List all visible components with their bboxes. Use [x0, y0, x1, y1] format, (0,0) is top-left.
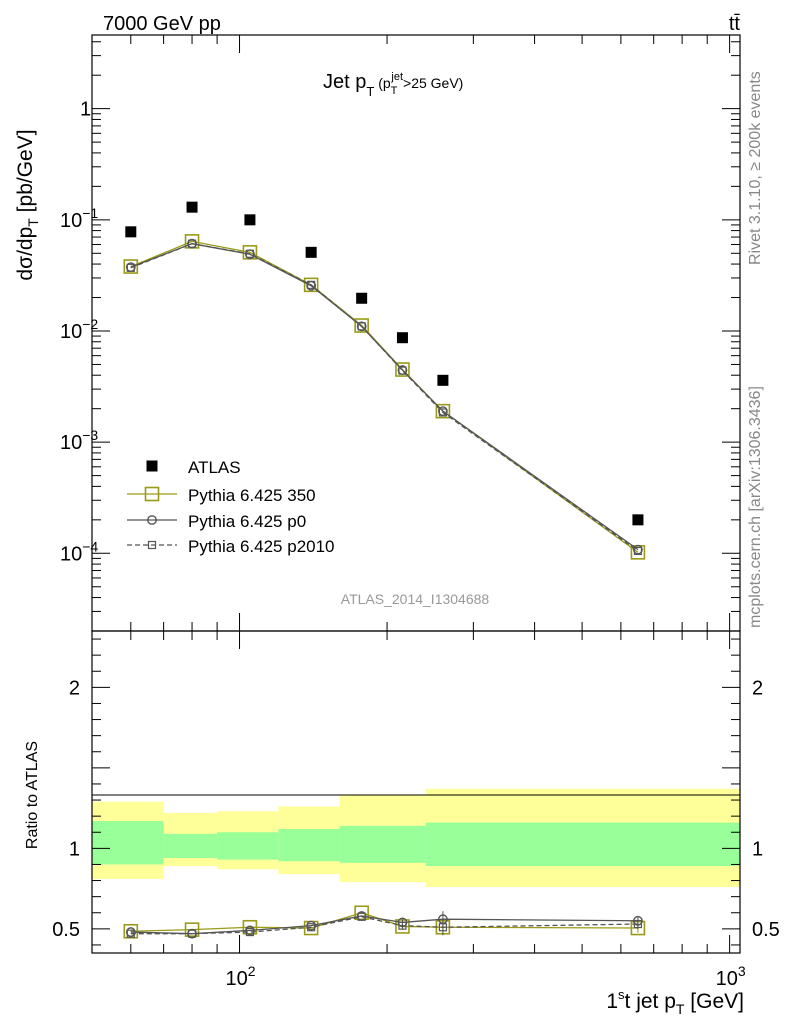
uncertainty-band-inner — [163, 833, 218, 859]
y-tick-label: 10−1 — [60, 205, 98, 232]
data-point — [437, 374, 449, 386]
ratio-series-pythia-6-425-p2010 — [126, 912, 643, 938]
x-tick-label: 103 — [716, 963, 746, 990]
process-label: tt̄ — [729, 13, 741, 35]
data-point — [307, 280, 316, 289]
legend-label: ATLAS — [188, 458, 241, 477]
ratio-line — [130, 912, 638, 932]
ratio-panel: 0.5 0.5 1 1 2 2 Ratio to ATLAS 102 103 1st jet… — [24, 630, 780, 1017]
ratio-point — [633, 919, 643, 929]
x-axis-label: 1st jet pT [GeV] — [606, 987, 744, 1017]
data-point — [186, 201, 198, 213]
series-line — [130, 243, 639, 552]
analysis-watermark: ATLAS_2014_I1304688 — [341, 591, 490, 607]
series-pythia-6-425-350 — [123, 234, 646, 560]
data-point — [357, 322, 366, 331]
ratio-point — [184, 922, 200, 937]
data-point — [305, 246, 317, 258]
data-point — [354, 318, 369, 333]
y-tick-label: 10−3 — [60, 427, 98, 454]
data-point — [633, 546, 643, 556]
legend-item: Pythia 6.425 350 — [127, 486, 316, 505]
data-point — [395, 362, 410, 377]
legend-label: Pythia 6.425 350 — [188, 486, 316, 505]
ratio-line — [130, 915, 638, 935]
ratio-y-axis-label: Ratio to ATLAS — [24, 741, 41, 849]
data-point — [398, 366, 407, 375]
y-tick-label: 2 — [752, 677, 763, 699]
y-tick-label: 0.5 — [52, 919, 80, 941]
legend-label: Pythia 6.425 p2010 — [188, 537, 335, 556]
data-point — [632, 514, 644, 526]
ratio-point — [245, 925, 255, 936]
series-line — [130, 240, 639, 553]
data-point — [396, 332, 408, 344]
data-point — [633, 544, 643, 555]
y-tick-label: 1 — [80, 99, 91, 121]
data-point — [187, 238, 197, 249]
data-point — [438, 408, 448, 417]
data-point — [356, 292, 368, 304]
uncertainty-band-inner — [278, 829, 340, 862]
uncertainty-band-inner — [339, 825, 426, 863]
data-point — [245, 249, 255, 258]
series-pythia-6-425-p2010 — [126, 239, 643, 556]
data-point — [435, 403, 451, 419]
y-tick-label: 1 — [69, 838, 80, 860]
rivet-version-label: Rivet 3.1.10, ≥ 200k events — [747, 71, 764, 265]
uncertainty-band-inner — [425, 822, 740, 867]
ratio-point — [398, 921, 407, 930]
data-point — [187, 239, 197, 248]
main-y-axis-label: dσ/dpT [pb/GeV] — [14, 129, 41, 280]
legend-item: Pythia 6.425 p2010 — [127, 537, 335, 556]
ratio-frame — [91, 630, 741, 954]
ratio-point — [438, 923, 448, 932]
ratio-point — [357, 912, 366, 921]
mcplots-label: mcplots.cern.ch [arXiv:1306.3436] — [747, 386, 764, 628]
y-tick-label: 2 — [69, 677, 80, 699]
data-point — [126, 263, 135, 272]
uncertainty-band-inner — [92, 820, 164, 865]
y-tick-label: 10−2 — [60, 316, 98, 343]
legend-item: ATLAS — [146, 458, 241, 477]
legend-marker — [144, 486, 160, 502]
y-tick-label: 0.5 — [752, 919, 780, 941]
data-point — [356, 321, 367, 332]
ratio-point — [126, 929, 135, 938]
ratio-point — [242, 919, 258, 935]
data-point — [125, 226, 137, 238]
data-point — [244, 214, 256, 226]
main-panel: 110−110−210−310−4 Jet pT (pTjet>25 GeV) … — [14, 34, 741, 632]
legend-item: Pythia 6.425 p0 — [127, 512, 306, 531]
legend-label: Pythia 6.425 p0 — [188, 512, 306, 531]
series-pythia-6-425-p0 — [125, 238, 643, 555]
ratio-point — [306, 920, 317, 931]
ratio-point — [187, 929, 197, 938]
ratio-point — [354, 905, 369, 921]
ratio-point — [125, 927, 136, 937]
ratio-point — [245, 927, 255, 937]
uncertainty-band-inner — [217, 832, 279, 860]
legend-marker — [147, 515, 157, 525]
legend-marker — [147, 540, 157, 550]
x-tick-label: 102 — [226, 963, 256, 990]
data-point — [303, 277, 319, 293]
main-title: Jet pT (pTjet>25 GeV) — [323, 71, 463, 99]
ratio-point — [307, 923, 316, 932]
series-atlas — [125, 201, 644, 526]
y-tick-label: 1 — [752, 838, 763, 860]
energy-label: 7000 GeV pp — [103, 13, 221, 35]
legend-marker — [146, 460, 158, 472]
ratio-line — [130, 916, 638, 935]
legend: ATLAS Pythia 6.425 350 Pythia 6.425 p0 Pyth… — [127, 458, 335, 556]
y-tick-label: 10−4 — [60, 538, 98, 565]
data-point — [123, 259, 139, 274]
